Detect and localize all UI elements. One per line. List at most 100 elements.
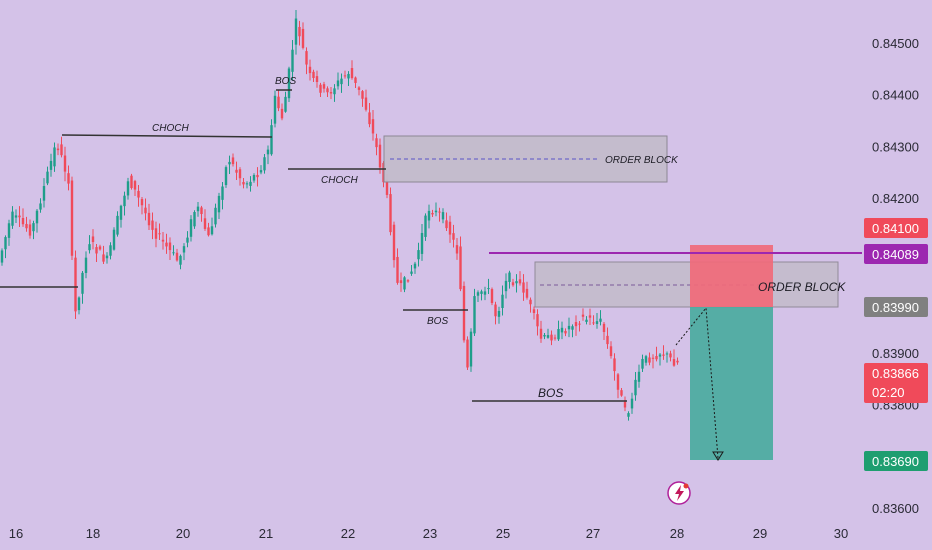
price-tag-value: 0.83866 [872,366,919,381]
candle-body [543,335,546,337]
candle-body [84,257,88,273]
candle-body [39,203,42,210]
candle-body [504,280,508,292]
candle-body [466,339,469,368]
candle-body [441,212,445,220]
candle-body [203,218,207,229]
lightning-icon[interactable] [667,481,691,505]
price-tag-value: 0.83690 [872,454,919,469]
candle-body [438,211,441,213]
candle-body [98,246,102,250]
y-tick-label: 0.83900 [872,346,919,361]
candle-body [427,210,431,221]
candle-body [315,76,319,83]
candle-body [672,359,676,366]
y-tick-label: 0.84200 [872,191,919,206]
y-tick-label: 0.83600 [872,501,919,516]
candle-body [18,215,21,218]
x-tick-label: 20 [176,526,190,541]
candle-body [25,223,28,229]
candle-body [109,245,112,256]
candle-body [424,215,427,237]
candle-body [28,224,32,236]
candle-body [522,282,525,293]
candle-body [298,26,301,37]
candle-body [564,330,567,334]
candle-body [284,96,287,112]
candle-body [0,250,4,263]
candle-body [417,250,420,260]
candle-body [21,218,25,225]
candle-body [378,144,382,168]
candle-body [410,271,413,274]
candle-body [658,354,662,357]
x-tick-label: 30 [834,526,848,541]
candle-body [574,322,578,327]
candle-body [70,180,74,256]
candle-body [350,68,354,79]
bos-label-1: BOS [275,76,296,87]
candle-body [263,157,266,171]
y-axis: 0.84500 0.84400 0.84300 0.84200 0.84100 0.840… [872,36,919,516]
candle-body [277,96,280,109]
candle-body [476,292,480,296]
candle-body [291,49,294,72]
candle-body [550,334,553,341]
bos-label-3: BOS [538,386,563,400]
candle-body [280,108,284,119]
x-tick-label: 29 [753,526,767,541]
take-profit-zone [690,307,773,460]
candle-body [123,195,126,207]
candle-body [193,212,196,227]
candle-body [116,215,119,235]
candle-body [256,174,259,178]
candle-body [343,75,347,77]
candle-body [665,353,669,355]
candle-body [266,149,270,155]
candle-body [53,147,56,167]
x-tick-label: 22 [341,526,355,541]
candle-body [487,288,490,290]
candle-body [567,325,571,330]
price-tag [864,244,928,264]
candle-body [308,66,312,74]
candle-body [592,322,595,324]
stop-loss-zone [690,245,773,307]
candle-body [662,354,665,356]
y-tick-label: 0.84500 [872,36,919,51]
candle-body [133,181,137,190]
candle-body [602,323,606,332]
candle-body [88,244,91,251]
candle-body [616,374,620,390]
candle-body [511,282,515,286]
candle-body [147,212,151,226]
price-tag [864,451,928,471]
candle-body [81,272,84,294]
candle-body [389,194,392,233]
candle-body [144,207,147,214]
candle-body [385,179,389,195]
candle-body [7,223,11,238]
x-tick-label: 25 [496,526,510,541]
y-tick-label: 0.84300 [872,139,919,154]
candle-body [235,169,238,173]
candle-body [627,413,630,417]
candle-body [200,207,203,215]
candle-body [459,246,462,290]
price-tag-value: 0.83990 [872,300,919,315]
candle-body [249,181,252,186]
candle-body [231,157,235,165]
candle-body [319,84,322,93]
candle-body [126,181,130,196]
candle-body [336,80,340,87]
candle-body [571,326,574,330]
candle-body [312,71,315,79]
candle-body [326,88,329,93]
candle-body [648,357,651,363]
candle-body [67,173,70,184]
candle-body [375,138,378,148]
candle-body [91,236,95,243]
candle-body [354,77,357,83]
